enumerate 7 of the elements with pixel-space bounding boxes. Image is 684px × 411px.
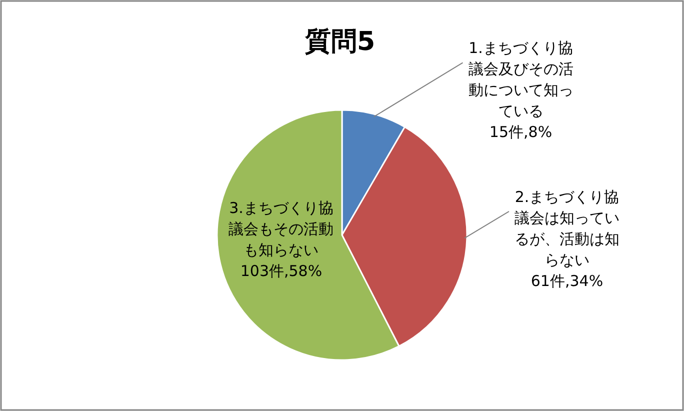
data-label: 103件,58% [240,262,322,280]
slice-label: 2.まちづくり協議会は知っているが、活動は知らない [514,188,620,269]
slice-label: 3.まちづくり協議会もその活動も知らない [228,199,334,260]
data-label: 15件,8% [489,123,552,142]
chart-title: 質問5 [304,27,376,57]
slice-label: 1.まちづくり協議会及びその活動について知っている [468,39,574,120]
data-label: 61件,34% [530,272,604,290]
